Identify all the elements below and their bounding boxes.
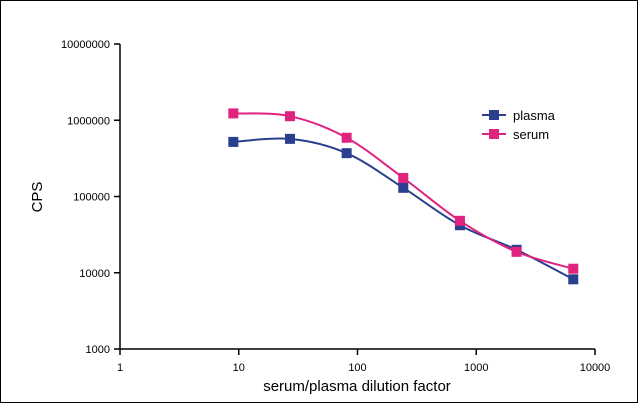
y-tick-label: 10000 <box>79 268 110 280</box>
data-point-serum <box>398 172 409 183</box>
legend-label-serum: serum <box>513 127 549 142</box>
y-ticks: 1000 10000 100000 1000000 10000000 <box>61 39 120 356</box>
data-point-plasma <box>228 136 239 147</box>
y-axis-title: CPS <box>29 182 46 213</box>
data-point-plasma <box>284 133 295 144</box>
y-tick-label: 10000000 <box>61 39 110 51</box>
x-tick-label: 100 <box>348 362 366 374</box>
y-tick-label: 100000 <box>73 192 110 204</box>
data-point-serum <box>454 215 465 226</box>
x-ticks: 1 10 100 1000 10000 <box>117 349 610 374</box>
x-tick-label: 1000 <box>464 362 488 374</box>
legend-label-plasma: plasma <box>513 108 556 123</box>
x-tick-label: 1 <box>117 362 123 374</box>
x-axis-title: serum/plasma dilution factor <box>263 378 451 395</box>
axes <box>119 44 595 350</box>
data-point-serum <box>228 108 239 119</box>
series-line-plasma <box>233 137 574 281</box>
data-point-serum <box>511 246 522 257</box>
data-point-plasma <box>568 274 579 285</box>
x-tick-label: 10000 <box>580 362 611 374</box>
data-point-serum <box>284 111 295 122</box>
data-point-plasma <box>341 148 352 159</box>
data-point-plasma <box>398 182 409 193</box>
series-markers <box>228 108 579 285</box>
legend-marker-serum <box>489 129 499 139</box>
y-tick-label: 1000000 <box>67 115 110 127</box>
x-tick-label: 10 <box>233 362 245 374</box>
data-point-serum <box>341 132 352 143</box>
y-tick-label: 1000 <box>86 344 110 356</box>
data-point-serum <box>568 263 579 274</box>
legend: plasma serum <box>482 108 556 142</box>
legend-marker-plasma <box>489 110 499 120</box>
